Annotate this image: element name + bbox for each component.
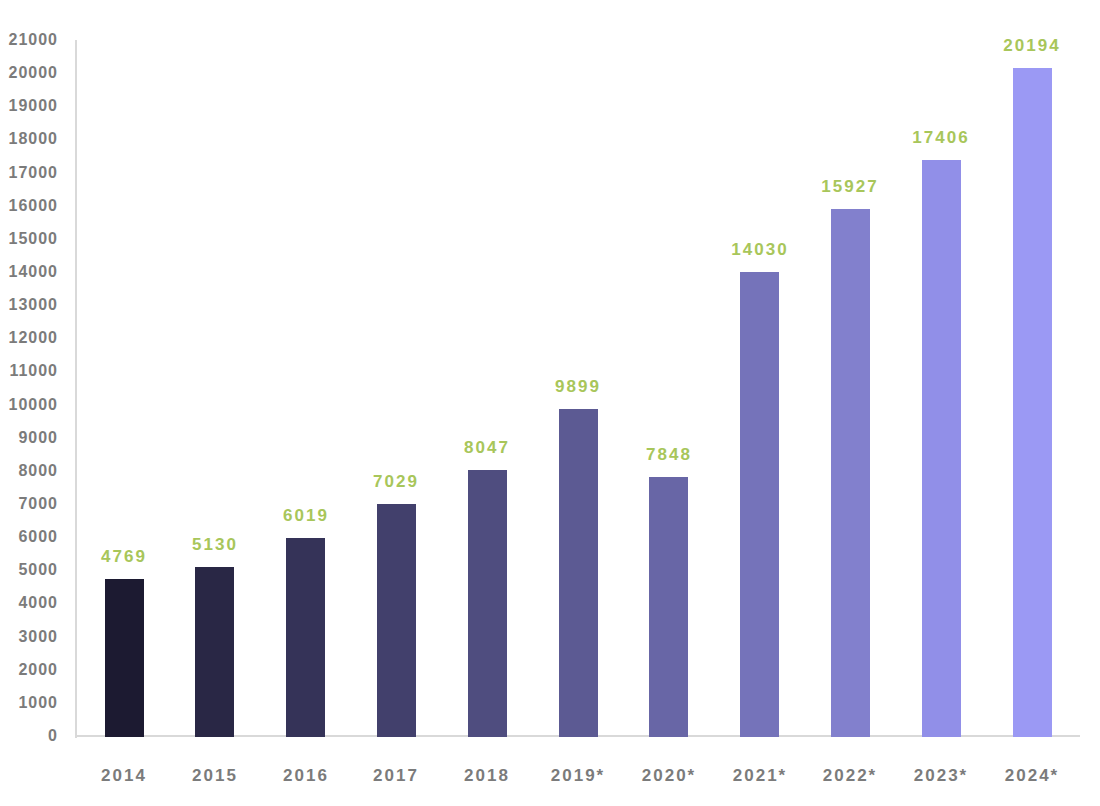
bar-2022 <box>831 209 870 737</box>
value-label-2023: 17406 <box>871 128 1011 148</box>
y-tick-label-16000: 16000 <box>0 198 58 214</box>
y-tick-label-12000: 12000 <box>0 330 58 346</box>
value-label-2021: 14030 <box>690 240 830 260</box>
y-tick-label-1000: 1000 <box>0 695 58 711</box>
y-tick-label-20000: 20000 <box>0 65 58 81</box>
value-label-2022: 15927 <box>780 177 920 197</box>
y-tick-label-3000: 3000 <box>0 629 58 645</box>
bar-2015 <box>195 567 234 737</box>
value-label-2019: 9899 <box>508 377 648 397</box>
bar-2020 <box>649 477 688 737</box>
bar-2018 <box>468 470 507 737</box>
value-label-2016: 6019 <box>236 506 376 526</box>
y-tick-label-15000: 15000 <box>0 231 58 247</box>
y-tick-label-9000: 9000 <box>0 430 58 446</box>
y-tick-label-8000: 8000 <box>0 463 58 479</box>
y-tick-label-0: 0 <box>0 728 58 744</box>
y-tick-label-18000: 18000 <box>0 131 58 147</box>
y-tick-label-7000: 7000 <box>0 496 58 512</box>
y-tick-label-5000: 5000 <box>0 562 58 578</box>
x-label-2024: 2024* <box>962 764 1100 788</box>
y-tick-label-17000: 17000 <box>0 165 58 181</box>
bar-2017 <box>377 504 416 737</box>
value-label-2018: 8047 <box>417 438 557 458</box>
y-tick-label-21000: 21000 <box>0 32 58 48</box>
y-tick-label-11000: 11000 <box>0 363 58 379</box>
value-label-2020: 7848 <box>599 445 739 465</box>
y-tick-label-10000: 10000 <box>0 397 58 413</box>
bar-2014 <box>105 579 144 737</box>
bar-2021 <box>740 272 779 737</box>
bar-2016 <box>286 538 325 737</box>
y-tick-label-4000: 4000 <box>0 595 58 611</box>
bar-chart: 0 1000 2000 3000 4000 5000 6000 7000 8000 9000 100… <box>0 0 1100 806</box>
y-tick-label-19000: 19000 <box>0 98 58 114</box>
y-axis-line <box>75 40 77 738</box>
bar-2023 <box>922 160 961 737</box>
value-label-2024: 20194 <box>962 36 1100 56</box>
y-tick-label-2000: 2000 <box>0 662 58 678</box>
bar-2024 <box>1013 68 1052 737</box>
y-tick-label-13000: 13000 <box>0 297 58 313</box>
y-tick-label-14000: 14000 <box>0 264 58 280</box>
y-tick-label-6000: 6000 <box>0 529 58 545</box>
bar-2019 <box>559 409 598 737</box>
value-label-2015: 5130 <box>145 535 285 555</box>
value-label-2017: 7029 <box>326 472 466 492</box>
